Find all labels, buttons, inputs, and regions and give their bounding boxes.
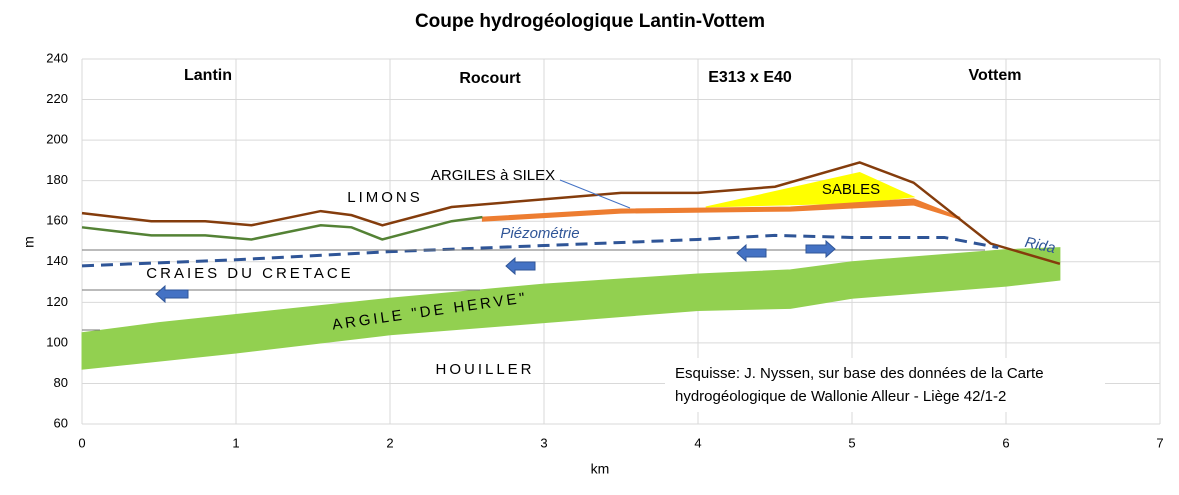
x-tick-label: 3 [540,435,547,450]
y-tick-label: 60 [54,415,68,430]
note-text: hydrogéologique de Wallonie Alleur - Liè… [675,388,1006,405]
place-label: Rocourt [459,70,521,87]
layer-band [481,198,961,222]
layer-label: ARGILES à SILEX [431,167,555,184]
layer-label: Rida [1023,234,1057,257]
x-tick-label: 1 [232,435,239,450]
place-label: Vottem [968,67,1021,84]
y-tick-label: 140 [46,253,68,268]
note-box [665,358,1105,412]
x-axis-label: km [591,461,610,477]
chart-title: Coupe hydrogéologique Lantin-Vottem [415,11,765,32]
layer-band [81,247,1061,370]
x-tick-label: 7 [1156,435,1163,450]
y-tick-label: 120 [46,294,68,309]
layer-label: CRAIES DU CRETACE [146,265,353,282]
x-tick-label: 5 [848,435,855,450]
y-axis-label: m [21,236,37,248]
y-tick-label: 80 [54,375,68,390]
layer-label: SABLES [822,181,880,198]
note-text: Esquisse: J. Nyssen, sur base des donnée… [675,365,1044,382]
layer-band [705,172,916,208]
layer-label: HOUILLER [435,361,534,378]
y-tick-label: 160 [46,213,68,228]
y-tick-label: 180 [46,172,68,187]
layer-label: Piézométrie [500,225,579,242]
x-tick-label: 2 [386,435,393,450]
y-tick-label: 100 [46,334,68,349]
place-label: E313 x E40 [708,69,792,86]
y-tick-label: 220 [46,91,68,106]
profile-line [81,161,1061,266]
x-tick-label: 0 [78,435,85,450]
profile-line [81,215,483,241]
x-tick-label: 6 [1002,435,1009,450]
y-tick-label: 200 [46,132,68,147]
layer-label: LIMONS [347,189,423,206]
profile-line [81,233,999,268]
place-label: Lantin [184,67,232,84]
y-tick-label: 240 [46,50,68,65]
leader-line [559,179,631,209]
x-tick-label: 4 [694,435,701,450]
flow-arrows [155,239,836,304]
